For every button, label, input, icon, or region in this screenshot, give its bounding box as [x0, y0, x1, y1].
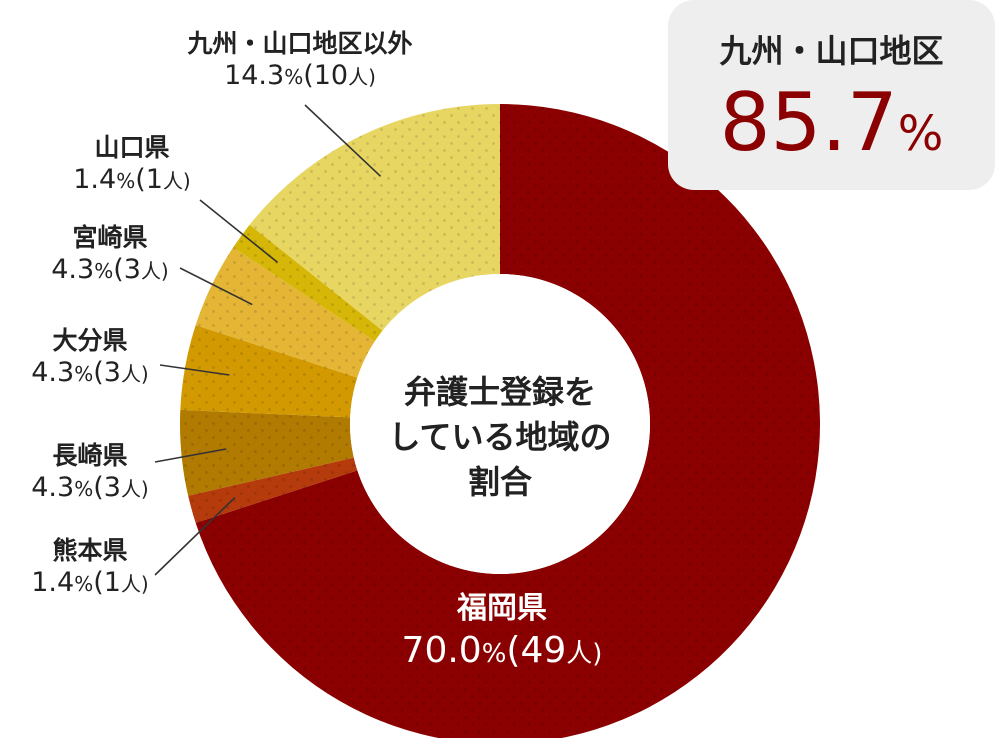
- slice-value: 1.4%(1人): [52, 163, 212, 197]
- slice-texture: [188, 457, 358, 523]
- slice-name: 熊本県: [52, 536, 128, 565]
- slice-value: 1.4%(1人): [5, 566, 175, 600]
- slice-texture: [180, 325, 358, 418]
- leader-line: [154, 496, 236, 576]
- summary-number: 85.7: [719, 76, 898, 169]
- summary-label: 九州・山口地区: [719, 32, 944, 70]
- percent-symbol: %: [116, 169, 136, 194]
- slice-label: 大分県 4.3%(3人): [0, 325, 180, 390]
- leader-line: [159, 364, 230, 376]
- center-line: している地域の: [388, 417, 612, 456]
- slice-texture: [249, 104, 500, 331]
- count-unit: 人): [120, 477, 149, 502]
- slice-count: 3: [123, 254, 141, 286]
- slice-count: 1: [103, 567, 121, 599]
- summary-value: 85.7%: [668, 76, 995, 169]
- slice-percent: 1.4: [73, 164, 117, 196]
- slice-percent: 14.3: [224, 60, 285, 92]
- slice-name: 九州・山口地区以外: [187, 29, 413, 58]
- percent-symbol: %: [74, 362, 94, 387]
- slice-percent: 4.3: [31, 472, 75, 504]
- count-open: (: [113, 254, 124, 286]
- count-open: (: [93, 357, 104, 389]
- leader-line: [154, 448, 227, 463]
- count-unit: 人): [566, 638, 603, 669]
- slice-name: 福岡県: [457, 591, 547, 626]
- slice-percent: 1.4: [31, 567, 75, 599]
- slice-label: 熊本県 1.4%(1人): [5, 535, 175, 600]
- slice-value: 4.3%(3人): [5, 471, 175, 505]
- summary-unit: %: [897, 106, 944, 162]
- percent-symbol: %: [94, 259, 114, 284]
- center-line: 弁護士登録を: [403, 373, 596, 411]
- center-label: 弁護士登録を している地域の 割合: [370, 370, 630, 504]
- donut-hole: [350, 274, 650, 574]
- slice-label: 九州・山口地区以外 14.3%(10人): [150, 28, 450, 93]
- percent-symbol: %: [284, 65, 304, 90]
- slice-label: 福岡県 70.0%(49人): [372, 590, 632, 673]
- count-open: (: [93, 567, 104, 599]
- count-open: (: [506, 629, 521, 671]
- percent-symbol: %: [74, 477, 94, 502]
- count-open: (: [93, 472, 104, 504]
- count-unit: 人): [120, 362, 149, 387]
- leader-line: [304, 104, 382, 177]
- slice-count: 1: [145, 164, 163, 196]
- slice-count: 3: [103, 357, 121, 389]
- count-unit: 人): [140, 259, 169, 284]
- slice-value: 14.3%(10人): [150, 59, 450, 93]
- slice-count: 49: [520, 629, 567, 671]
- percent-symbol: %: [74, 572, 94, 597]
- slice-texture: [180, 409, 354, 496]
- leader-line: [179, 267, 253, 306]
- slice-label: 長崎県 4.3%(3人): [5, 440, 175, 505]
- slice-texture: [233, 224, 383, 342]
- slice-percent: 4.3: [31, 357, 75, 389]
- slice-percent: 4.3: [51, 254, 95, 286]
- slice-value: 70.0%(49人): [372, 628, 632, 673]
- count-open: (: [303, 60, 314, 92]
- slice-value: 4.3%(3人): [0, 356, 180, 390]
- slice-count: 3: [103, 472, 121, 504]
- center-line: 割合: [467, 462, 532, 501]
- slice-label: 山口県 1.4%(1人): [52, 132, 212, 197]
- slice-value: 4.3%(3人): [20, 253, 200, 287]
- percent-symbol: %: [481, 638, 507, 669]
- slice-percent: 70.0: [401, 629, 482, 671]
- count-unit: 人): [162, 169, 191, 194]
- count-unit: 人): [120, 572, 149, 597]
- slice-name: 宮崎県: [72, 223, 148, 252]
- slice-name: 山口県: [94, 133, 170, 162]
- slice-label: 宮崎県 4.3%(3人): [20, 222, 200, 287]
- slice-name: 大分県: [52, 326, 128, 355]
- slice-name: 長崎県: [52, 441, 128, 470]
- slice-count: 10: [313, 60, 349, 92]
- slice-texture: [195, 104, 820, 738]
- count-open: (: [135, 164, 146, 196]
- count-unit: 人): [348, 65, 376, 90]
- summary-box: 九州・山口地区 85.7%: [668, 0, 995, 190]
- leader-line: [199, 199, 279, 263]
- slice-texture: [195, 247, 375, 378]
